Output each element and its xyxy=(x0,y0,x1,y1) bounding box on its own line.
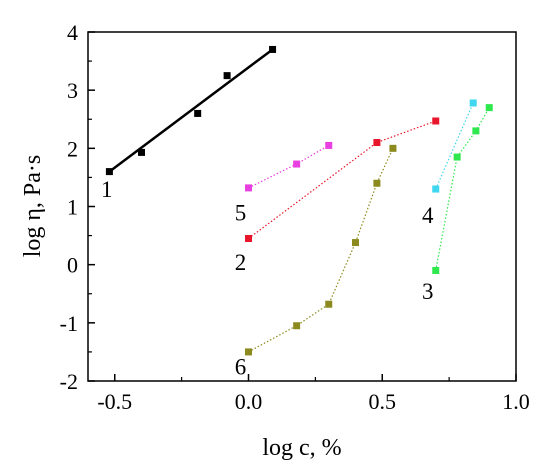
y-tick-label: 4 xyxy=(67,20,78,45)
y-tick-label: 1 xyxy=(67,195,78,220)
series-2-point xyxy=(432,117,440,125)
x-tick-label: -0.5 xyxy=(97,389,132,414)
series-3-point xyxy=(432,266,440,274)
series-6-point xyxy=(389,144,397,152)
x-axis-title: log c, % xyxy=(262,435,341,461)
series-6-point xyxy=(293,322,301,330)
series-6-line xyxy=(248,148,394,353)
series-5-point xyxy=(245,184,252,192)
y-tick-label: -2 xyxy=(60,369,78,394)
series-4-point xyxy=(469,99,477,107)
x-tick-label: 1.0 xyxy=(502,389,530,414)
series-1-point xyxy=(105,168,113,176)
x-tick-label: 0.5 xyxy=(369,389,397,414)
lines-layer xyxy=(108,48,490,353)
x-tick-label: 0.0 xyxy=(235,389,263,414)
series-2-point xyxy=(373,139,381,147)
series-1-point xyxy=(138,148,145,156)
series-2-line xyxy=(248,120,436,239)
series-label-5: 5 xyxy=(235,200,247,225)
series-label-2: 2 xyxy=(235,250,247,275)
series-1-fit-line xyxy=(108,48,274,173)
series-1-point xyxy=(223,72,231,80)
series-6-point xyxy=(352,239,359,247)
series-label-6: 6 xyxy=(235,354,247,379)
series-3-line xyxy=(435,107,490,271)
series-3-point xyxy=(485,104,493,112)
y-tick-label: -1 xyxy=(60,311,78,336)
series-5-point xyxy=(293,160,301,168)
series-5-line xyxy=(248,144,330,189)
y-tick-label: 0 xyxy=(67,253,78,278)
series-6-point xyxy=(373,179,381,187)
series-2-point xyxy=(245,234,252,242)
y-tick-label: 3 xyxy=(67,78,78,103)
series-4-line xyxy=(435,102,474,190)
plot-frame xyxy=(87,31,517,382)
labels-layer: 1 5 2 4 3 6 xyxy=(101,177,434,379)
y-tick-label: 2 xyxy=(67,136,78,161)
series-5-point xyxy=(325,141,333,149)
series-label-3: 3 xyxy=(422,279,434,304)
series-1-point xyxy=(194,109,202,117)
series-6-point xyxy=(325,300,333,308)
y-axis-title: log η, Pa·s xyxy=(20,155,46,258)
series-label-4: 4 xyxy=(422,203,434,228)
series-3-point xyxy=(472,127,480,135)
series-3-point xyxy=(453,153,461,161)
series-6-point xyxy=(245,348,252,356)
points-layer xyxy=(105,45,493,356)
series-4-point xyxy=(432,185,440,193)
series-label-1: 1 xyxy=(101,177,113,202)
series-1-point xyxy=(269,45,277,53)
